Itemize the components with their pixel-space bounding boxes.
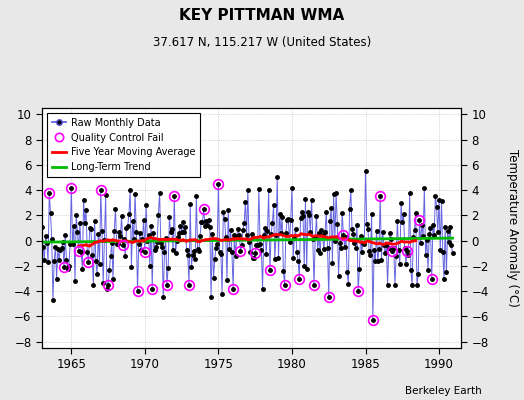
Legend: Raw Monthly Data, Quality Control Fail, Five Year Moving Average, Long-Term Tren: Raw Monthly Data, Quality Control Fail, … — [47, 113, 201, 177]
Text: 37.617 N, 115.217 W (United States): 37.617 N, 115.217 W (United States) — [153, 36, 371, 49]
Text: Berkeley Earth: Berkeley Earth — [406, 386, 482, 396]
Text: KEY PITTMAN WMA: KEY PITTMAN WMA — [179, 8, 345, 23]
Y-axis label: Temperature Anomaly (°C): Temperature Anomaly (°C) — [506, 149, 519, 307]
